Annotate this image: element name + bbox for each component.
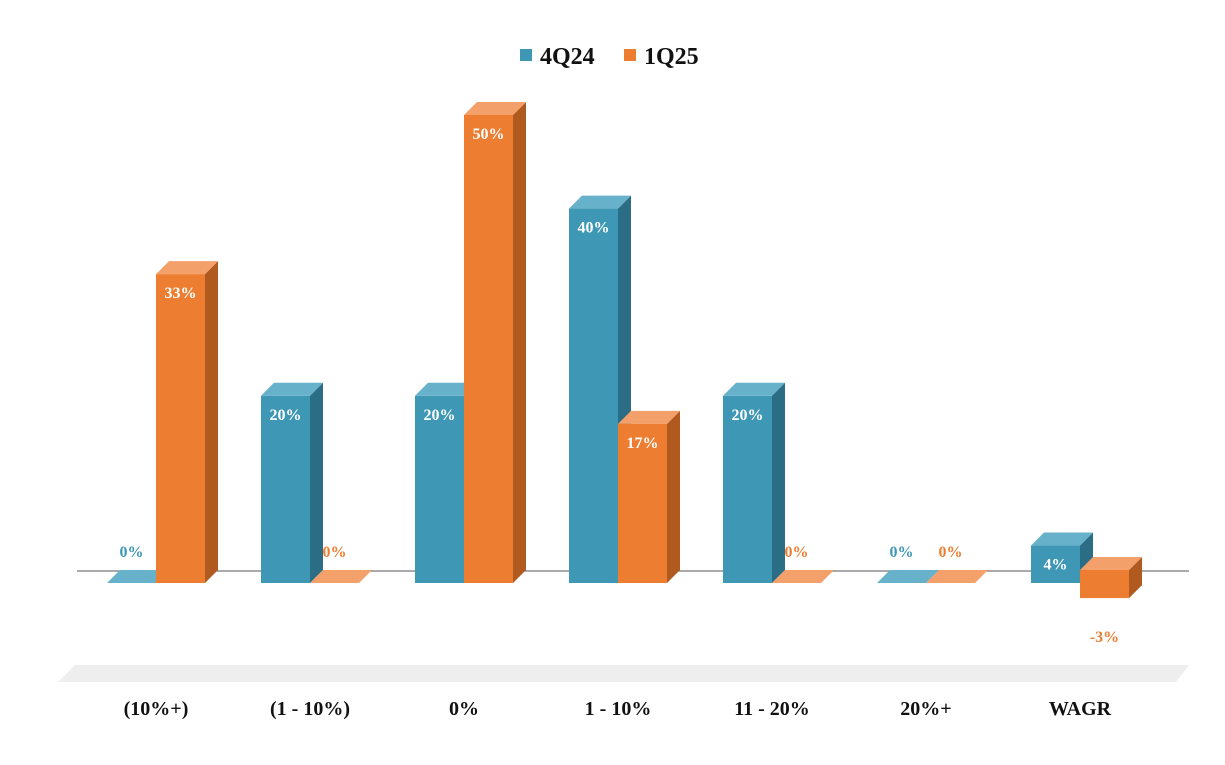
bar-1q25-4 [772,570,834,583]
bar-4q24-0 [107,570,169,583]
data-label-4q24-3: 40% [578,220,610,237]
bar-4q24-5 [877,570,939,583]
data-label-4q24-2: 20% [424,407,456,424]
legend-item-4q24: 4Q24 [520,44,595,70]
bar-1q25-5 [926,570,988,583]
chart-floor [58,665,1189,682]
data-label-1q25-1: 0% [323,544,347,561]
data-label-4q24-5: 0% [890,544,914,561]
legend-item-1q25: 1Q25 [624,44,699,70]
chart-legend: 4Q24 1Q25 [520,44,699,70]
bar-4q24-4 [723,382,785,583]
x-tick-label-5: 20%+ [900,698,951,720]
bar-1q25-1 [310,570,372,583]
data-label-4q24-6: 4% [1044,557,1068,574]
x-tick-label-2: 0% [449,698,479,720]
bar-1q25-2 [464,102,526,583]
data-label-4q24-1: 20% [270,407,302,424]
chart-x-tick-labels: (10%+) (1 - 10%) 0% 1 - 10% 11 - 20% 20%+ WAGR [124,698,1112,720]
chart-data-labels: 0% 33% 20% 0% 20% 50% 40% 17% 20% 0% 0% 0% 4% -3% [120,126,1120,646]
legend-label-1q25: 1Q25 [644,44,699,70]
x-tick-label-6: WAGR [1049,698,1112,720]
legend-label-4q24: 4Q24 [540,44,595,70]
data-label-1q25-0: 33% [165,285,197,302]
bar-4q24-1 [261,382,323,583]
chart-floor-layer [58,570,1189,682]
bar-1q25-6 [1080,557,1142,599]
x-tick-label-1: (1 - 10%) [270,698,350,720]
x-tick-label-0: (10%+) [124,698,189,720]
legend-swatch-1q25 [624,49,636,61]
data-label-1q25-4: 0% [785,544,809,561]
data-label-1q25-5: 0% [939,544,963,561]
x-tick-label-4: 11 - 20% [734,698,810,720]
data-label-1q25-6: -3% [1090,629,1119,646]
data-label-1q25-3: 17% [627,435,659,452]
bar-1q25-0 [156,261,218,583]
chart-bars [107,102,1142,599]
x-tick-label-3: 1 - 10% [585,698,652,720]
legend-swatch-4q24 [520,49,532,61]
bar-1q25-3 [618,410,680,583]
data-label-1q25-2: 50% [473,126,505,143]
data-label-4q24-0: 0% [120,544,144,561]
data-label-4q24-4: 20% [732,407,764,424]
